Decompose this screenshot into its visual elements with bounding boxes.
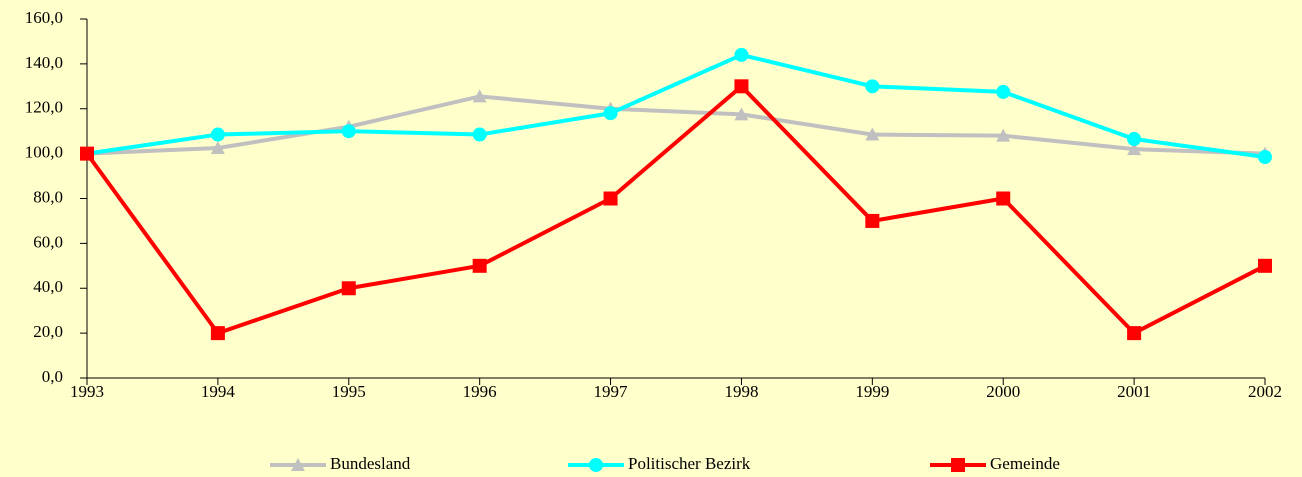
point	[1127, 326, 1142, 341]
legend-label: Bundesland	[330, 454, 411, 473]
point	[1258, 258, 1272, 273]
y-tick-label: 120,0	[25, 98, 63, 117]
x-tick-label: 1993	[70, 382, 104, 401]
point	[734, 47, 749, 62]
legend-label: Gemeinde	[990, 454, 1060, 473]
x-tick-label: 1995	[332, 382, 366, 401]
point	[210, 141, 225, 155]
point	[210, 127, 225, 142]
point	[341, 124, 356, 139]
legend-marker	[589, 458, 603, 472]
x-tick-label: 2001	[1117, 382, 1151, 401]
point	[996, 191, 1011, 206]
x-tick-label: 1997	[594, 382, 629, 401]
point	[1258, 149, 1272, 164]
point	[734, 107, 749, 121]
point	[603, 106, 618, 121]
point	[603, 191, 618, 206]
x-tick-label: 1999	[855, 382, 889, 401]
legend-marker	[951, 458, 965, 472]
series-line	[86, 94, 1266, 156]
point	[472, 127, 487, 142]
x-tick-label: 2000	[986, 382, 1020, 401]
legend-label: Politischer Bezirk	[628, 454, 751, 473]
y-tick-label: 20,0	[33, 322, 63, 341]
x-tick-label: 1996	[463, 382, 497, 401]
point	[996, 84, 1011, 99]
point	[341, 281, 356, 296]
point	[472, 258, 487, 273]
series-line	[85, 84, 1266, 336]
y-tick-label: 140,0	[25, 53, 63, 72]
point	[1127, 142, 1142, 156]
y-tick-label: 40,0	[33, 277, 63, 296]
x-tick-label: 1994	[201, 382, 236, 401]
point	[1127, 132, 1142, 147]
point	[210, 326, 225, 341]
point	[865, 79, 880, 94]
point	[80, 146, 94, 161]
y-tick-label: 160,0	[25, 8, 63, 27]
y-tick-label: 80,0	[33, 187, 63, 206]
y-tick-label: 100,0	[25, 143, 63, 162]
legend-marker	[291, 458, 305, 471]
point	[734, 79, 749, 94]
point	[472, 89, 487, 103]
x-tick-label: 1998	[724, 382, 758, 401]
x-tick-label: 2002	[1248, 382, 1282, 401]
point	[865, 127, 880, 141]
point	[996, 128, 1011, 142]
series-line	[86, 52, 1266, 159]
y-tick-label: 60,0	[33, 232, 63, 251]
y-tick-label: 0,0	[42, 367, 63, 386]
point	[865, 213, 880, 228]
